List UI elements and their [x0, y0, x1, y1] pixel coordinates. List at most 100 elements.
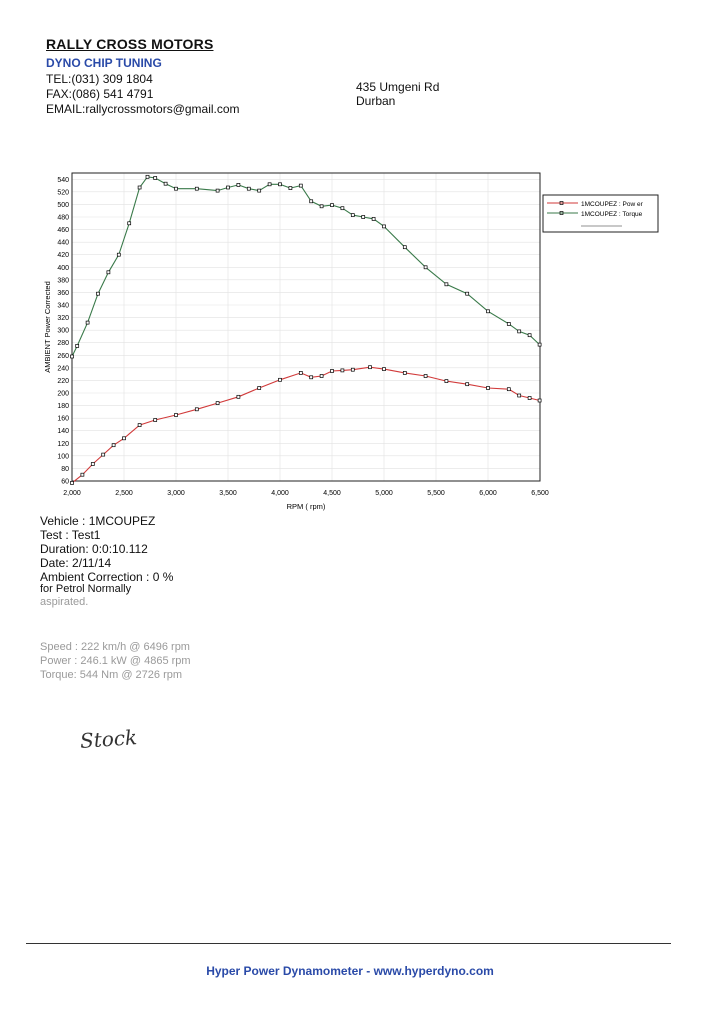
data-point	[96, 291, 100, 296]
chart-grid	[71, 173, 541, 482]
data-point	[371, 217, 376, 221]
series-line	[71, 176, 540, 357]
data-point	[194, 407, 199, 412]
data-point	[215, 401, 220, 405]
data-point	[486, 386, 490, 390]
y-tick-label: 320	[57, 315, 69, 322]
data-point	[486, 309, 490, 314]
series-1	[70, 174, 542, 359]
petrol-note: for Petrol Normally	[40, 583, 132, 595]
data-point	[75, 344, 80, 348]
data-point	[537, 398, 542, 403]
legend-torque-marker	[559, 211, 564, 215]
data-point	[215, 188, 220, 193]
data-point	[527, 396, 532, 400]
y-tick-label: 400	[57, 265, 69, 272]
y-tick-label: 520	[57, 189, 69, 196]
duration: Duration: 0:0:10.112	[40, 542, 148, 556]
data-point	[527, 333, 532, 338]
data-point	[517, 329, 522, 334]
x-tick-labels: 2,000 2,500 3,000 3,500 4,000 4,500 5,000 5,500…	[63, 490, 549, 497]
x-tick-label: 2,500	[115, 490, 133, 497]
data-point	[153, 418, 158, 422]
y-tick-label: 260	[57, 353, 69, 360]
data-point	[111, 443, 116, 448]
email: EMAIL:rallycrossmotors@gmail.com	[46, 102, 240, 116]
data-point	[122, 436, 126, 441]
data-point	[340, 368, 345, 373]
y-tick-label: 540	[57, 177, 69, 184]
data-point	[537, 342, 542, 347]
data-point	[319, 204, 324, 209]
legend-power-label: 1MCOUPEZ : Pow er	[581, 201, 644, 208]
data-point	[402, 371, 407, 375]
ambient-correction: Ambient Correction : 0 %	[40, 570, 174, 584]
y-tick-label: 140	[57, 428, 69, 435]
vehicle: Vehicle : 1MCOUPEZ	[40, 514, 156, 528]
data-point	[116, 252, 121, 257]
y-tick-label: 80	[61, 466, 69, 473]
data-point	[288, 186, 293, 190]
data-point	[517, 393, 522, 398]
y-tick-label: 200	[57, 391, 69, 398]
data-point	[267, 182, 272, 187]
data-point	[145, 174, 150, 179]
y-tick-label: 160	[57, 416, 69, 423]
y-tick-label: 500	[57, 202, 69, 209]
legend-power-marker	[559, 201, 564, 205]
data-point	[382, 367, 386, 371]
data-point	[465, 291, 470, 296]
max-power: Power : 246.1 kW @ 4865 rpm	[40, 655, 191, 667]
y-tick-label: 300	[57, 328, 69, 335]
data-point	[236, 183, 241, 187]
y-tick-label: 360	[57, 290, 69, 297]
data-point	[382, 224, 386, 229]
data-point	[444, 282, 449, 287]
series-layer	[70, 174, 542, 485]
telephone: TEL:(031) 309 1804	[46, 72, 153, 86]
y-tick-label: 380	[57, 277, 69, 284]
y-tick-label: 180	[57, 403, 69, 410]
data-point	[137, 185, 142, 190]
fax: FAX:(086) 541 4791	[46, 87, 154, 101]
x-tick-label: 3,000	[167, 490, 185, 497]
x-tick-label: 4,000	[271, 490, 289, 497]
data-point	[257, 188, 262, 193]
data-point	[174, 413, 178, 417]
data-point	[236, 394, 241, 399]
legend-torque-label: 1MCOUPEZ : Torque	[581, 211, 643, 218]
x-tick-label: 3,500	[219, 490, 237, 497]
data-point	[350, 367, 355, 372]
data-point	[153, 176, 158, 180]
dyno-chart: 60 80 100 120 140 160 180 200 220 240 260 280 300 320…	[43, 172, 659, 511]
x-tick-label: 6,000	[479, 490, 497, 497]
data-point	[226, 185, 230, 190]
data-point	[340, 206, 345, 211]
data-point	[80, 472, 85, 477]
data-point	[361, 215, 366, 219]
legend: 1MCOUPEZ : Pow er 1MCOUPEZ : Torque	[542, 194, 659, 233]
series-line	[71, 366, 540, 484]
data-point	[309, 375, 314, 380]
data-point	[278, 377, 282, 382]
data-point	[106, 270, 111, 275]
data-point	[194, 186, 199, 191]
y-tick-label: 460	[57, 227, 69, 234]
handwritten-note: Stock	[79, 725, 138, 753]
max-speed: Speed : 222 km/h @ 6496 rpm	[40, 641, 190, 653]
company-subtitle: DYNO CHIP TUNING	[46, 56, 162, 70]
data-point	[506, 387, 511, 392]
x-tick-label: 2,000	[63, 490, 81, 497]
data-point	[423, 374, 428, 378]
data-point	[101, 452, 106, 457]
data-point	[246, 186, 251, 191]
data-point	[298, 371, 303, 375]
data-point	[90, 462, 95, 466]
data-point	[506, 322, 511, 326]
data-point	[257, 386, 262, 390]
data-point	[137, 423, 142, 427]
data-point	[330, 203, 334, 207]
y-tick-label: 100	[57, 453, 69, 460]
data-point	[70, 481, 74, 485]
data-point	[278, 182, 282, 187]
